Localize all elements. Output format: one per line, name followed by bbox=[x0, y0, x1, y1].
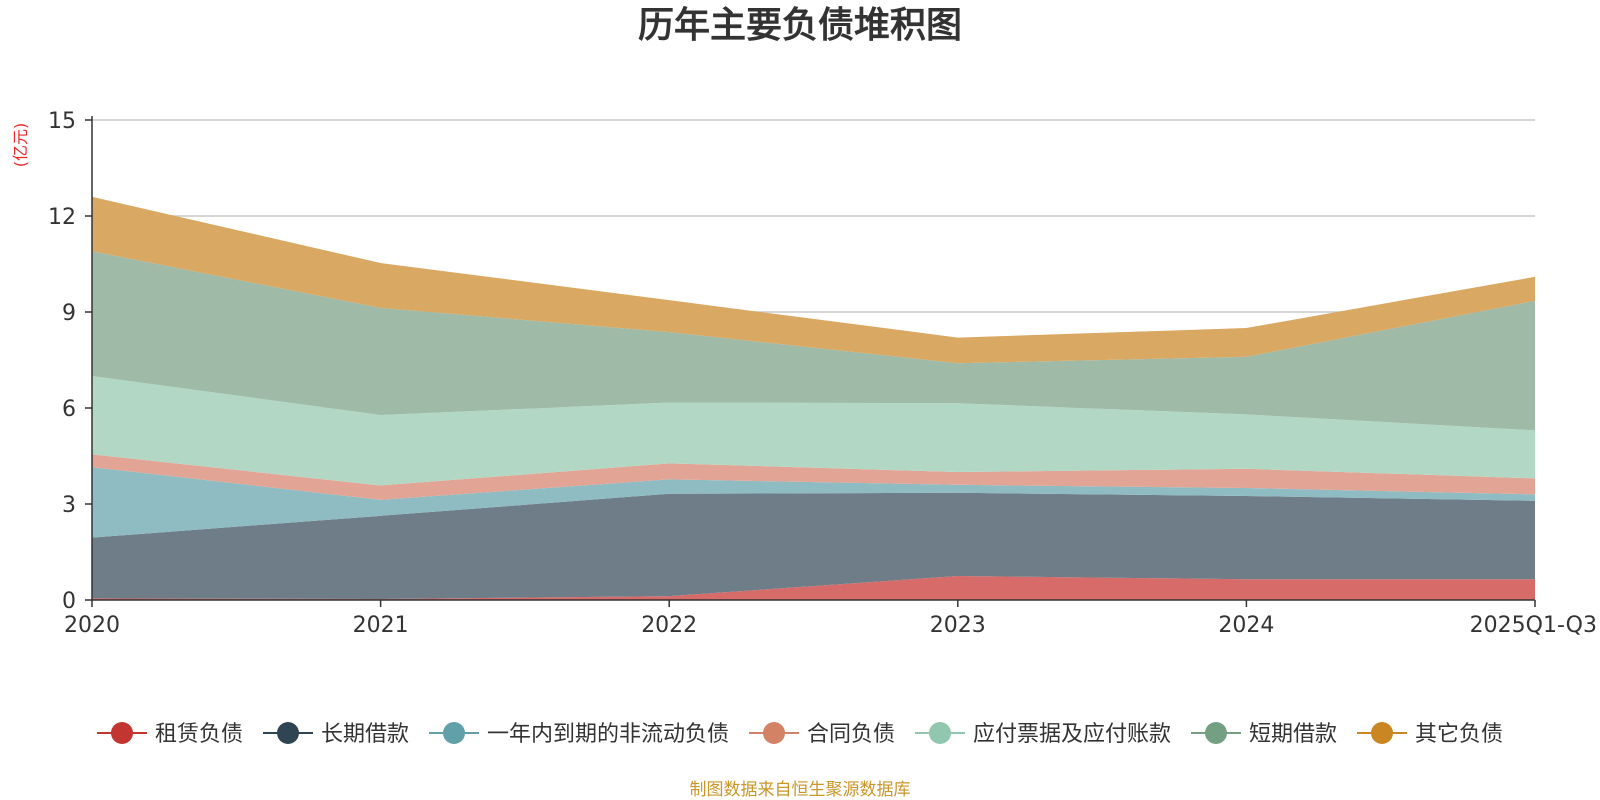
x-tick-label: 2024 bbox=[1218, 613, 1274, 638]
legend-label: 租赁负债 bbox=[155, 722, 243, 747]
area-series-4 bbox=[92, 454, 1535, 500]
legend-item-6[interactable]: 短期借款 bbox=[1191, 722, 1337, 747]
area-series-1 bbox=[92, 576, 1535, 600]
area-series-2 bbox=[92, 492, 1535, 600]
legend-item-4[interactable]: 合同负债 bbox=[749, 722, 895, 747]
y-tick-label: 0 bbox=[62, 589, 76, 614]
legend-label: 长期借款 bbox=[321, 722, 409, 747]
legend: 租赁负债 长期借款 一年内到期的非流动负债 合同负债 应付票据及应付账款 短期借款 其它负债 bbox=[97, 722, 1503, 747]
legend-label: 一年内到期的非流动负债 bbox=[487, 722, 729, 747]
x-tick-label: 2021 bbox=[353, 613, 409, 638]
legend-item-7[interactable]: 其它负债 bbox=[1357, 722, 1503, 747]
y-tick-label: 6 bbox=[62, 397, 76, 422]
y-axis-unit-label: (亿元) bbox=[11, 123, 30, 168]
chart-title: 历年主要负债堆积图 bbox=[638, 5, 962, 46]
axes: 0 3 6 9 12 15 2020 2021 2022 2023 2024 2025Q1-Q3 bbox=[48, 109, 1597, 638]
y-tick-label: 3 bbox=[62, 493, 76, 518]
legend-item-1[interactable]: 租赁负债 bbox=[97, 722, 243, 747]
x-tick-label: 2022 bbox=[641, 613, 697, 638]
area-series-5 bbox=[92, 376, 1535, 486]
legend-item-5[interactable]: 应付票据及应付账款 bbox=[915, 722, 1171, 747]
x-tick-label: 2020 bbox=[64, 613, 120, 638]
area-series-7 bbox=[92, 196, 1535, 364]
y-tick-label: 12 bbox=[48, 205, 76, 230]
x-tick-label: 2023 bbox=[930, 613, 986, 638]
legend-circle-marker bbox=[929, 722, 951, 744]
legend-item-2[interactable]: 长期借款 bbox=[263, 722, 409, 747]
data-source-note: 制图数据来自恒生聚源数据库 bbox=[690, 780, 911, 800]
area-series-6 bbox=[92, 251, 1535, 431]
legend-item-3[interactable]: 一年内到期的非流动负债 bbox=[429, 722, 729, 747]
legend-circle-marker bbox=[111, 722, 133, 744]
legend-circle-marker bbox=[277, 722, 299, 744]
legend-label: 短期借款 bbox=[1249, 722, 1337, 747]
x-tick-label: 2025Q1-Q3 bbox=[1470, 613, 1597, 638]
legend-label: 其它负债 bbox=[1415, 722, 1503, 747]
legend-circle-marker bbox=[763, 722, 785, 744]
legend-circle-marker bbox=[1371, 722, 1393, 744]
legend-label: 应付票据及应付账款 bbox=[973, 722, 1171, 747]
area-series-3 bbox=[92, 467, 1535, 538]
legend-circle-marker bbox=[443, 722, 465, 744]
y-tick-label: 15 bbox=[48, 109, 76, 134]
y-tick-label: 9 bbox=[62, 301, 76, 326]
series-areas bbox=[92, 196, 1535, 600]
legend-label: 合同负债 bbox=[807, 722, 895, 747]
legend-circle-marker bbox=[1205, 722, 1227, 744]
